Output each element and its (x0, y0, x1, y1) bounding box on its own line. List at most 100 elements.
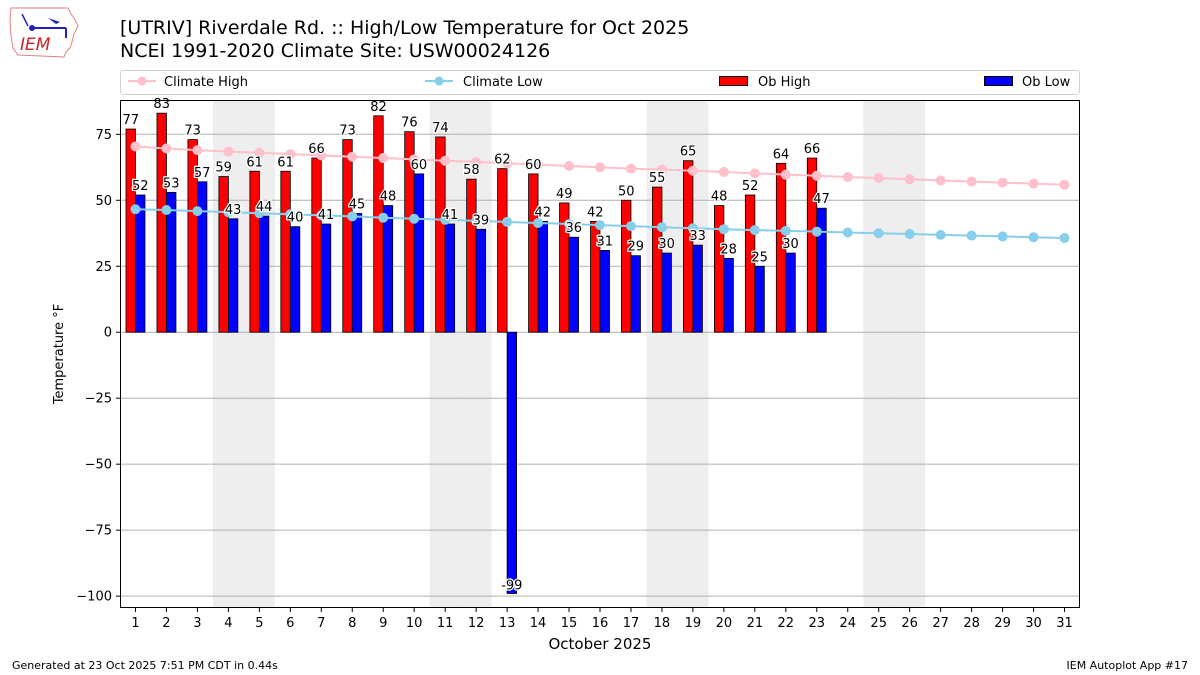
climate-high-point (595, 162, 605, 173)
plot-frame (120, 100, 1080, 608)
climate-low-point (749, 225, 760, 236)
climate-high-point (192, 145, 203, 156)
y-tick-label: −75 (85, 524, 112, 539)
ob-high-label: 65 (680, 145, 697, 160)
climate-low-point (656, 222, 667, 233)
climate-high-point (409, 154, 420, 165)
climate-low-point (997, 231, 1008, 242)
climate-high-point (1028, 178, 1039, 189)
y-axis-label: Temperature °F (52, 304, 67, 405)
x-tick-label: 14 (530, 616, 547, 631)
climate-low-point (966, 230, 977, 241)
x-tick-label: 9 (379, 616, 387, 631)
ob-low-label: 31 (596, 234, 613, 249)
legend-ob-low-swatch (984, 76, 1013, 86)
ob-low-label: 45 (349, 197, 366, 212)
climate-high-point (625, 163, 636, 174)
climate-low-point (285, 209, 296, 220)
x-tick-label: 10 (406, 616, 423, 631)
climate-high-point (1059, 179, 1070, 190)
x-tick-label: 30 (1025, 616, 1042, 631)
ob-low-bar (413, 173, 425, 333)
climate-low-point (811, 226, 822, 237)
climate-high-point (347, 151, 358, 162)
ob-low-bar (537, 220, 548, 333)
ob-low-bar (692, 244, 703, 333)
ob-high-bar (775, 162, 787, 333)
x-tick-label: 22 (778, 616, 795, 631)
ob-high-label: 66 (804, 142, 821, 157)
ob-high-bar (435, 136, 446, 333)
ob-high-label: 62 (494, 153, 511, 168)
ob-high-bar (683, 160, 694, 333)
ob-low-bar (568, 236, 579, 333)
ob-high-bar (652, 186, 663, 333)
x-tick-label: 6 (286, 616, 294, 631)
x-tick-label: 7 (317, 616, 325, 631)
climate-high-point (935, 175, 946, 186)
ob-high-label: 82 (370, 100, 387, 115)
x-tick-label: 4 (224, 616, 232, 631)
ob-low-label: 36 (566, 221, 583, 236)
x-tick-label: 29 (994, 616, 1011, 631)
ob-low-bar (816, 207, 827, 333)
weekend-shade (646, 100, 678, 608)
ob-low-bar (135, 194, 146, 333)
climate-high-point (285, 149, 296, 160)
climate-low-point (316, 210, 327, 221)
climate-high-point (564, 160, 575, 171)
ob-low-label: 42 (535, 205, 552, 220)
climate-low-point (471, 215, 482, 226)
x-tick-label: 23 (809, 616, 826, 631)
logo: IEM (8, 6, 80, 58)
ob-low-label: 43 (225, 203, 242, 218)
ob-low-bar (754, 265, 765, 333)
ob-low-label: 41 (442, 208, 459, 223)
x-tick-label: 28 (963, 616, 980, 631)
ob-high-bar (466, 178, 477, 333)
x-tick-label: 3 (193, 616, 201, 631)
climate-low-point (935, 229, 946, 240)
ob-low-label: 47 (813, 192, 830, 207)
legend-ob-low: Ob Low (1022, 75, 1071, 90)
y-tick-label: −25 (85, 392, 112, 407)
chart-title: [UTRIV] Riverdale Rd. :: High/Low Temper… (120, 17, 690, 39)
climate-high-point (966, 176, 977, 187)
climate-low-point (223, 207, 234, 218)
climate-low-point (873, 228, 884, 239)
climate-high-point (656, 164, 667, 175)
climate-low-point (192, 206, 203, 217)
climate-low-point (347, 211, 358, 222)
weekend-shade (863, 100, 895, 608)
ob-high-label: 55 (649, 171, 666, 186)
ob-low-bar (351, 213, 363, 333)
climate-high-point (378, 153, 389, 164)
legend-ob-high: Ob High (758, 75, 811, 90)
ob-high-label: 50 (618, 184, 635, 199)
y-tick-label: 50 (95, 194, 112, 209)
ob-low-label: 28 (720, 242, 737, 257)
legend-climate-high: Climate High (164, 75, 248, 90)
ob-low-bar (630, 255, 641, 333)
climate-low-point (254, 208, 265, 219)
ob-high-bar (497, 168, 508, 333)
ob-low-label: 30 (658, 237, 675, 252)
climate-high-point (811, 170, 822, 181)
x-tick-label: 21 (747, 616, 764, 631)
legend-ob-high-swatch (719, 76, 748, 86)
climate-high-point (161, 143, 172, 154)
x-axis-label: October 2025 (549, 635, 652, 653)
x-tick-label: 16 (592, 616, 609, 631)
y-tick-label: −100 (76, 590, 112, 605)
ob-high-bar (528, 173, 539, 333)
ob-high-label: 83 (153, 97, 170, 112)
ob-high-label: 49 (556, 187, 573, 202)
ob-low-bar (444, 223, 456, 333)
x-tick-label: 26 (901, 616, 918, 631)
climate-high-point (780, 169, 791, 180)
legend-climate-high-marker (137, 76, 147, 86)
x-tick-label: 27 (932, 616, 949, 631)
ob-high-bar (373, 115, 384, 333)
ob-high-label: 64 (773, 147, 790, 162)
